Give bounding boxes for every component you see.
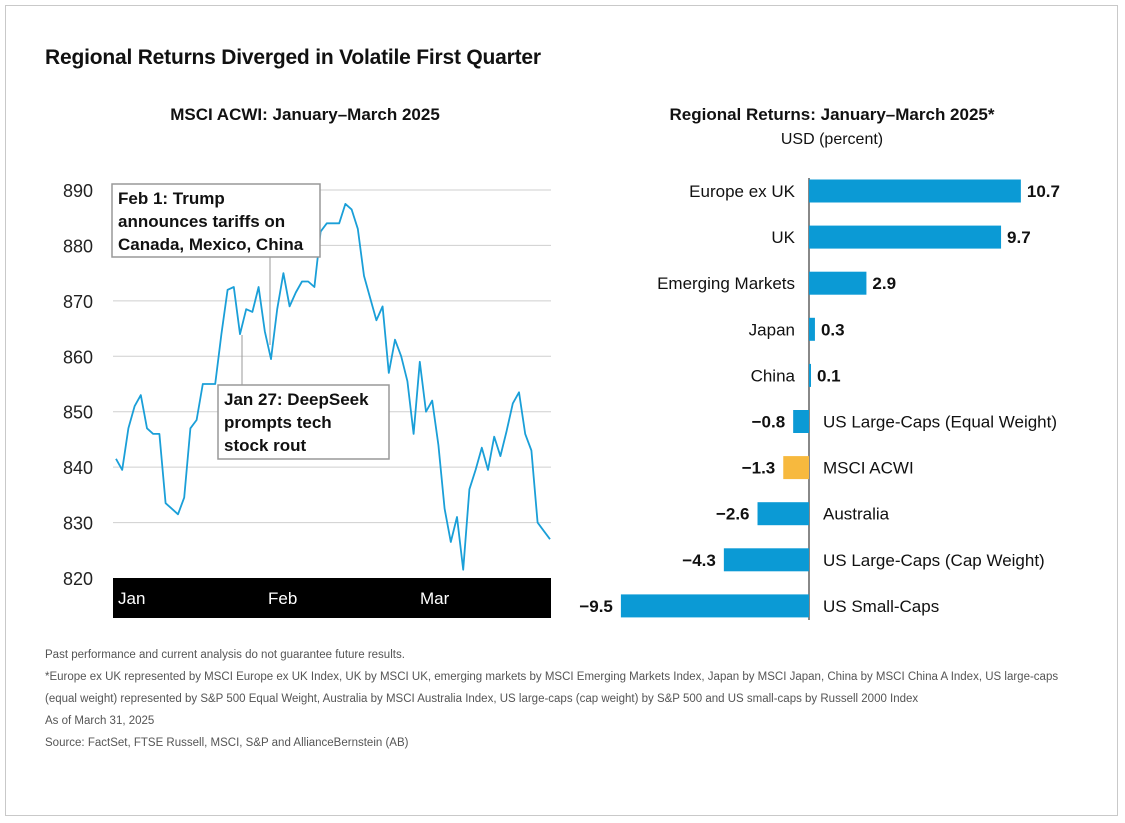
value-label-europe-ex-uk: 10.7 (1027, 182, 1060, 201)
bar-us-small-caps (620, 594, 809, 618)
footnote-disclaimer: Past performance and current analysis do… (45, 649, 405, 661)
bar-china (809, 363, 811, 387)
y-tick-label-830: 830 (63, 514, 93, 534)
footnote-index-definitions: *Europe ex UK represented by MSCI Europe… (45, 671, 1059, 705)
category-label-europe-ex-uk: Europe ex UK (689, 182, 795, 201)
bar-europe-ex-uk (809, 179, 1021, 203)
bar-msci-acwi (783, 456, 809, 480)
category-label-us-large-caps-equal-weight: US Large-Caps (Equal Weight) (823, 413, 1057, 432)
y-tick-label-870: 870 (63, 292, 93, 312)
value-label-us-large-caps-cap-weight: −4.3 (682, 551, 716, 570)
footnote-source: Source: FactSet, FTSE Russell, MSCI, S&P… (45, 737, 409, 749)
category-label-uk: UK (771, 228, 795, 247)
y-tick-label-840: 840 (63, 458, 93, 478)
bar-us-large-caps-cap-weight (723, 548, 809, 572)
value-label-australia: −2.6 (716, 505, 750, 524)
annotation-feb1-line-1: Feb 1: Trump (118, 189, 225, 208)
bar-australia (757, 502, 809, 526)
msci-acwi-line (115, 202, 551, 571)
bar-uk (809, 225, 1002, 249)
annotation-feb1-box (111, 183, 321, 258)
y-tick-label-880: 880 (63, 236, 93, 256)
y-tick-label-860: 860 (63, 347, 93, 367)
value-label-emerging-markets: 2.9 (872, 274, 896, 293)
page-title: Regional Returns Diverged in Volatile Fi… (45, 46, 541, 69)
x-tick-label-mar: Mar (420, 589, 450, 608)
footnotes: Past performance and current analysis do… (45, 644, 1085, 754)
value-label-china: 0.1 (817, 366, 841, 385)
bar-emerging-markets (809, 271, 867, 295)
value-label-us-large-caps-equal-weight: −0.8 (752, 413, 786, 432)
value-label-us-small-caps: −9.5 (579, 597, 613, 616)
footnote-as-of-date: As of March 31, 2025 (45, 715, 155, 727)
category-label-msci-acwi: MSCI ACWI (823, 459, 914, 478)
x-tick-label-jan: Jan (118, 589, 145, 608)
category-label-us-large-caps-cap-weight: US Large-Caps (Cap Weight) (823, 551, 1045, 570)
bar-japan (809, 317, 815, 341)
y-tick-label-850: 850 (63, 403, 93, 423)
bar-chart-unit: USD (percent) (780, 131, 884, 148)
x-axis-band (113, 578, 551, 618)
bar-chart-title: Regional Returns: January–March 2025* (669, 105, 995, 124)
annotation-jan27-line-3: stock rout (224, 436, 307, 455)
annotation-feb1-line-3: Canada, Mexico, China (118, 235, 304, 254)
line-chart-title: MSCI ACWI: January–March 2025 (170, 105, 440, 124)
annotation-jan27-box (217, 384, 390, 460)
annotation-jan27-line-2: prompts tech (224, 413, 332, 432)
category-label-australia: Australia (823, 505, 890, 524)
value-label-uk: 9.7 (1007, 228, 1031, 247)
category-label-japan: Japan (749, 320, 795, 339)
annotation-feb1-line-2: announces tariffs on (118, 212, 285, 231)
y-tick-label-820: 820 (63, 569, 93, 589)
x-tick-label-feb: Feb (268, 589, 297, 608)
category-label-emerging-markets: Emerging Markets (657, 274, 795, 293)
category-label-us-small-caps: US Small-Caps (823, 597, 939, 616)
category-label-china: China (751, 366, 796, 385)
value-label-msci-acwi: −1.3 (742, 459, 776, 478)
annotation-jan27-line-1: Jan 27: DeepSeek (224, 390, 369, 409)
chart-frame (5, 5, 1118, 816)
y-tick-label-890: 890 (63, 181, 93, 201)
value-label-japan: 0.3 (821, 320, 845, 339)
bar-us-large-caps-equal-weight (793, 410, 809, 433)
